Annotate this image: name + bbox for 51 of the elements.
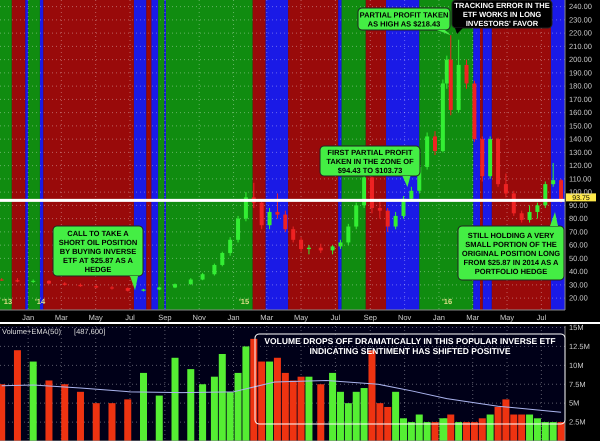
candlestick bbox=[291, 226, 296, 243]
candlestick bbox=[378, 198, 382, 220]
bar bbox=[124, 399, 132, 441]
bar bbox=[317, 384, 324, 441]
candlestick bbox=[346, 223, 350, 246]
candlestick bbox=[559, 178, 564, 204]
bar bbox=[486, 414, 494, 441]
candlestick bbox=[299, 236, 304, 252]
bar bbox=[92, 403, 100, 441]
candlestick bbox=[354, 202, 358, 230]
bar bbox=[266, 362, 274, 441]
bar bbox=[14, 350, 21, 441]
candlestick bbox=[520, 210, 524, 224]
candlestick bbox=[394, 211, 398, 230]
candlestick bbox=[330, 244, 335, 255]
bar bbox=[432, 422, 439, 441]
candlestick bbox=[409, 186, 414, 202]
bar bbox=[558, 422, 565, 441]
candlestick bbox=[528, 204, 532, 224]
bar bbox=[187, 369, 194, 441]
bar bbox=[199, 384, 206, 441]
bar bbox=[156, 396, 163, 441]
bar bbox=[45, 380, 52, 441]
candlestick bbox=[283, 210, 288, 232]
candlestick bbox=[504, 173, 508, 198]
candlestick bbox=[551, 162, 556, 188]
bar bbox=[305, 376, 312, 441]
candlestick bbox=[260, 200, 264, 230]
line-series bbox=[1, 380, 562, 413]
bar bbox=[30, 362, 37, 441]
bar bbox=[108, 403, 116, 441]
candlestick bbox=[318, 243, 323, 254]
candlestick bbox=[228, 236, 232, 256]
bar bbox=[76, 392, 84, 441]
bar bbox=[61, 384, 68, 441]
candlestick bbox=[386, 207, 390, 232]
candlestick bbox=[236, 215, 240, 243]
candlestick bbox=[464, 59, 469, 90]
bar bbox=[172, 358, 179, 441]
candlestick bbox=[433, 130, 438, 156]
bar bbox=[455, 422, 462, 441]
candlestick bbox=[275, 192, 280, 220]
bar bbox=[140, 372, 147, 441]
candlestick bbox=[212, 263, 216, 276]
candlestick bbox=[338, 239, 342, 250]
candlestick bbox=[268, 207, 272, 230]
candlestick bbox=[220, 251, 224, 267]
candlestick bbox=[535, 202, 540, 220]
annotation: VOLUME DROPS OFF DRAMATICALLY IN THIS POPULAR INVERSE ETF INDICATING SENTIMENT HAS SHIFTED POSITIVE bbox=[264, 336, 556, 356]
bar bbox=[447, 414, 454, 441]
candlestick bbox=[306, 244, 311, 255]
